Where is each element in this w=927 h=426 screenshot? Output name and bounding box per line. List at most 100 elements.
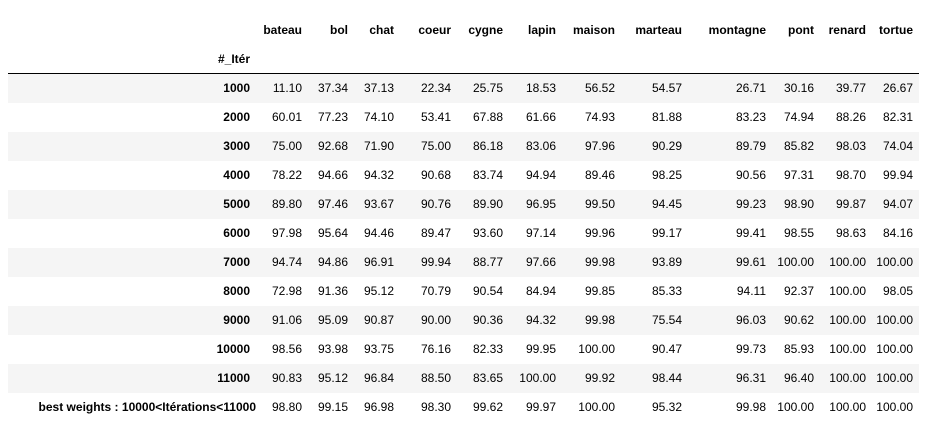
table-cell: 100.00 (876, 400, 913, 414)
table-cell: 98.70 (835, 168, 866, 182)
table-cell: 99.41 (735, 226, 766, 240)
table-cell: 96.84 (363, 371, 394, 385)
table-cell: 88.50 (420, 371, 451, 385)
table-cell: 99.97 (525, 400, 556, 414)
table-cell: 85.82 (783, 139, 814, 153)
table-cell: 76.16 (420, 342, 451, 356)
table-cell: 95.09 (317, 313, 348, 327)
table-cell: 92.37 (783, 284, 814, 298)
empty-header-cell (457, 44, 509, 74)
table-cell: 93.60 (472, 226, 503, 240)
row-index: 9000 (223, 313, 250, 327)
table-cell: 18.53 (525, 81, 556, 96)
table-cell: 83.65 (472, 371, 503, 385)
table-cell: 93.98 (317, 342, 348, 356)
table-cell: 94.46 (363, 226, 394, 240)
table-cell: 96.40 (783, 371, 814, 385)
column-header: lapin (527, 22, 556, 37)
table-cell: 39.77 (835, 81, 866, 96)
table-cell: 90.87 (363, 313, 394, 327)
table-cell: 100.00 (519, 371, 556, 385)
table-cell: 75.54 (651, 313, 682, 327)
column-header: coeur (418, 22, 451, 37)
table-cell: 83.23 (735, 110, 766, 124)
table-cell: 98.30 (420, 400, 451, 414)
index-name-row: #_Itér (8, 44, 919, 74)
column-header: bateau (263, 22, 302, 37)
table-cell: 99.94 (420, 255, 451, 269)
table-cell: 74.93 (584, 110, 615, 124)
table-cell: 100.00 (777, 400, 814, 414)
table-cell: 99.87 (835, 197, 866, 211)
table-cell: 100.00 (829, 255, 866, 269)
table-cell: 30.16 (783, 81, 814, 96)
table-cell: 96.91 (363, 255, 394, 269)
table-cell: 96.95 (525, 197, 556, 211)
table-cell: 83.74 (472, 168, 503, 182)
table-cell: 100.00 (578, 342, 615, 356)
table-cell: 94.86 (317, 255, 348, 269)
table-cell: 94.74 (271, 255, 302, 269)
table-row: 9000 91.06 95.09 90.87 90.00 90.36 94.32 99.98 7… (8, 305, 919, 335)
table-cell: 98.56 (271, 342, 302, 356)
table-cell: 99.17 (651, 226, 682, 240)
table-cell: 100.00 (829, 371, 866, 385)
table-cell: 90.54 (472, 284, 503, 298)
table-row: 10000 98.56 93.98 93.75 76.16 82.33 99.95 100.0… (8, 334, 919, 364)
empty-header-cell (400, 44, 457, 74)
table-cell: 90.56 (735, 168, 766, 182)
table-cell: 99.61 (735, 255, 766, 269)
empty-header-cell (820, 44, 872, 74)
table-cell: 81.88 (651, 110, 682, 124)
table-cell: 37.13 (363, 81, 394, 96)
table-cell: 90.76 (420, 197, 451, 211)
empty-header-cell (562, 44, 621, 74)
row-index: 5000 (223, 197, 250, 211)
row-index: 10000 (216, 342, 250, 356)
table-cell: 96.03 (735, 313, 766, 327)
table-cell: 90.62 (783, 313, 814, 327)
table-cell: 90.00 (420, 313, 451, 327)
table-row: 1000 11.10 37.34 37.13 22.34 25.75 18.53 56.52 5… (8, 73, 919, 103)
column-header: tortue (879, 22, 913, 37)
table-cell: 94.45 (651, 197, 682, 211)
table-cell: 94.11 (736, 284, 766, 298)
column-header: montagne (708, 22, 766, 37)
empty-header-cell (688, 44, 772, 74)
empty-header-cell (308, 44, 354, 74)
table-cell: 99.85 (584, 284, 615, 298)
table-cell: 100.00 (876, 313, 913, 327)
table-cell: 99.94 (882, 168, 913, 182)
table-cell: 74.04 (882, 139, 913, 153)
row-index: 2000 (223, 110, 250, 124)
table-header: bateau bol chat coeur cygne lapin maison… (8, 15, 919, 74)
table-cell: 100.00 (876, 371, 913, 385)
row-index: 7000 (223, 255, 250, 269)
table-cell: 99.96 (584, 226, 615, 240)
table-cell: 90.47 (651, 342, 682, 356)
row-index: 4000 (223, 168, 250, 182)
table-cell: 99.98 (584, 255, 615, 269)
table-cell: 60.01 (271, 110, 302, 124)
table-cell: 91.36 (317, 284, 348, 298)
table-cell: 89.80 (271, 197, 302, 211)
table-cell: 98.44 (651, 371, 682, 385)
column-header: renard (828, 22, 866, 37)
table-cell: 89.46 (584, 168, 615, 182)
empty-header-cell (621, 44, 688, 74)
table-cell: 97.46 (317, 197, 348, 211)
column-header: chat (369, 22, 394, 37)
row-index: 3000 (223, 139, 250, 153)
corner-cell (8, 15, 256, 44)
table-cell: 99.73 (735, 342, 766, 356)
table-cell: 94.32 (525, 313, 556, 327)
row-index: 6000 (223, 226, 250, 240)
table-row: best weights : 10000<Itérations<11000 98.… (8, 392, 919, 422)
table-cell: 100.00 (829, 400, 866, 414)
row-index: 11000 (217, 371, 250, 385)
table-cell: 74.94 (783, 110, 814, 124)
table-row: 5000 89.80 97.46 93.67 90.76 89.90 96.95 99.50 9… (8, 189, 919, 219)
table-cell: 98.80 (271, 400, 302, 414)
table-cell: 78.22 (271, 168, 302, 182)
empty-header-cell (354, 44, 400, 74)
